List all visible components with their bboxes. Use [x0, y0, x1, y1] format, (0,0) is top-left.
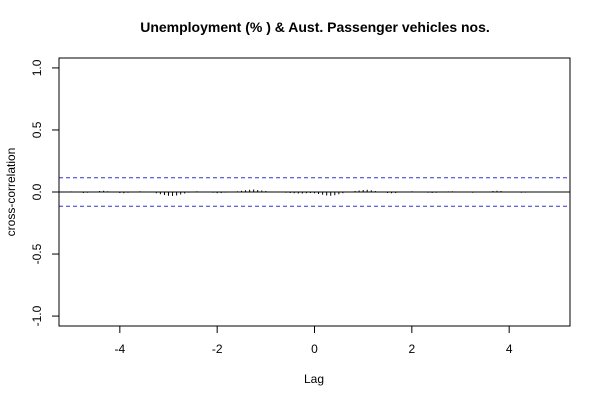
- y-tick-label: -0.5: [30, 243, 44, 264]
- y-tick-label: 1.0: [30, 59, 44, 76]
- y-tick-label: 0.5: [30, 121, 44, 138]
- x-tick-label: 0: [311, 342, 318, 356]
- ccf-bars: [70, 189, 559, 196]
- x-tick-label: -4: [114, 342, 125, 356]
- x-tick-label: 2: [408, 342, 415, 356]
- x-axis-label: Lag: [304, 372, 324, 386]
- y-tick-label: -1.0: [30, 305, 44, 326]
- x-tick-label: 4: [506, 342, 513, 356]
- y-tick-label: 0.0: [30, 183, 44, 200]
- x-axis: -4 -2 0 2 4: [114, 325, 513, 356]
- plot-area: [58, 57, 571, 327]
- chart-title: Unemployment (% ) & Aust. Passenger vehi…: [140, 19, 490, 35]
- y-axis-label: cross-correlation: [4, 148, 18, 237]
- y-axis: -1.0 -0.5 0.0 0.5 1.0: [30, 59, 60, 326]
- x-tick-label: -2: [212, 342, 223, 356]
